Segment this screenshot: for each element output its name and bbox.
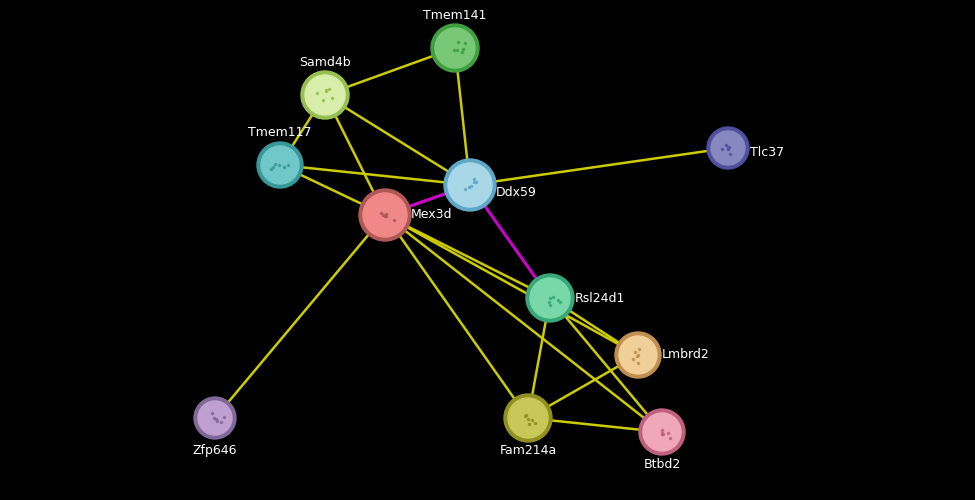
Circle shape (194, 397, 236, 439)
Circle shape (615, 332, 661, 378)
Text: Ddx59: Ddx59 (496, 186, 537, 200)
Circle shape (431, 24, 479, 72)
Circle shape (526, 274, 574, 322)
Circle shape (359, 189, 411, 241)
Text: Zfp646: Zfp646 (193, 444, 237, 457)
Text: Tlc37: Tlc37 (750, 146, 784, 160)
Circle shape (363, 193, 407, 237)
Text: Tmem117: Tmem117 (249, 126, 312, 139)
Circle shape (707, 127, 749, 169)
Circle shape (435, 28, 475, 68)
Circle shape (261, 146, 299, 184)
Text: Lmbrd2: Lmbrd2 (662, 348, 710, 362)
Text: Mex3d: Mex3d (411, 208, 452, 222)
Text: Samd4b: Samd4b (299, 56, 351, 69)
Circle shape (711, 131, 745, 165)
Circle shape (448, 163, 492, 207)
Circle shape (305, 75, 345, 115)
Circle shape (444, 159, 496, 211)
Circle shape (619, 336, 657, 374)
Text: Rsl24d1: Rsl24d1 (575, 292, 625, 304)
Circle shape (504, 394, 552, 442)
Circle shape (639, 409, 685, 455)
Text: Fam214a: Fam214a (499, 444, 557, 457)
Circle shape (257, 142, 303, 188)
Text: Btbd2: Btbd2 (644, 458, 681, 471)
Circle shape (643, 413, 681, 451)
Circle shape (530, 278, 570, 318)
Circle shape (301, 71, 349, 119)
Circle shape (198, 401, 232, 435)
Circle shape (508, 398, 548, 438)
Text: Tmem141: Tmem141 (423, 9, 487, 22)
